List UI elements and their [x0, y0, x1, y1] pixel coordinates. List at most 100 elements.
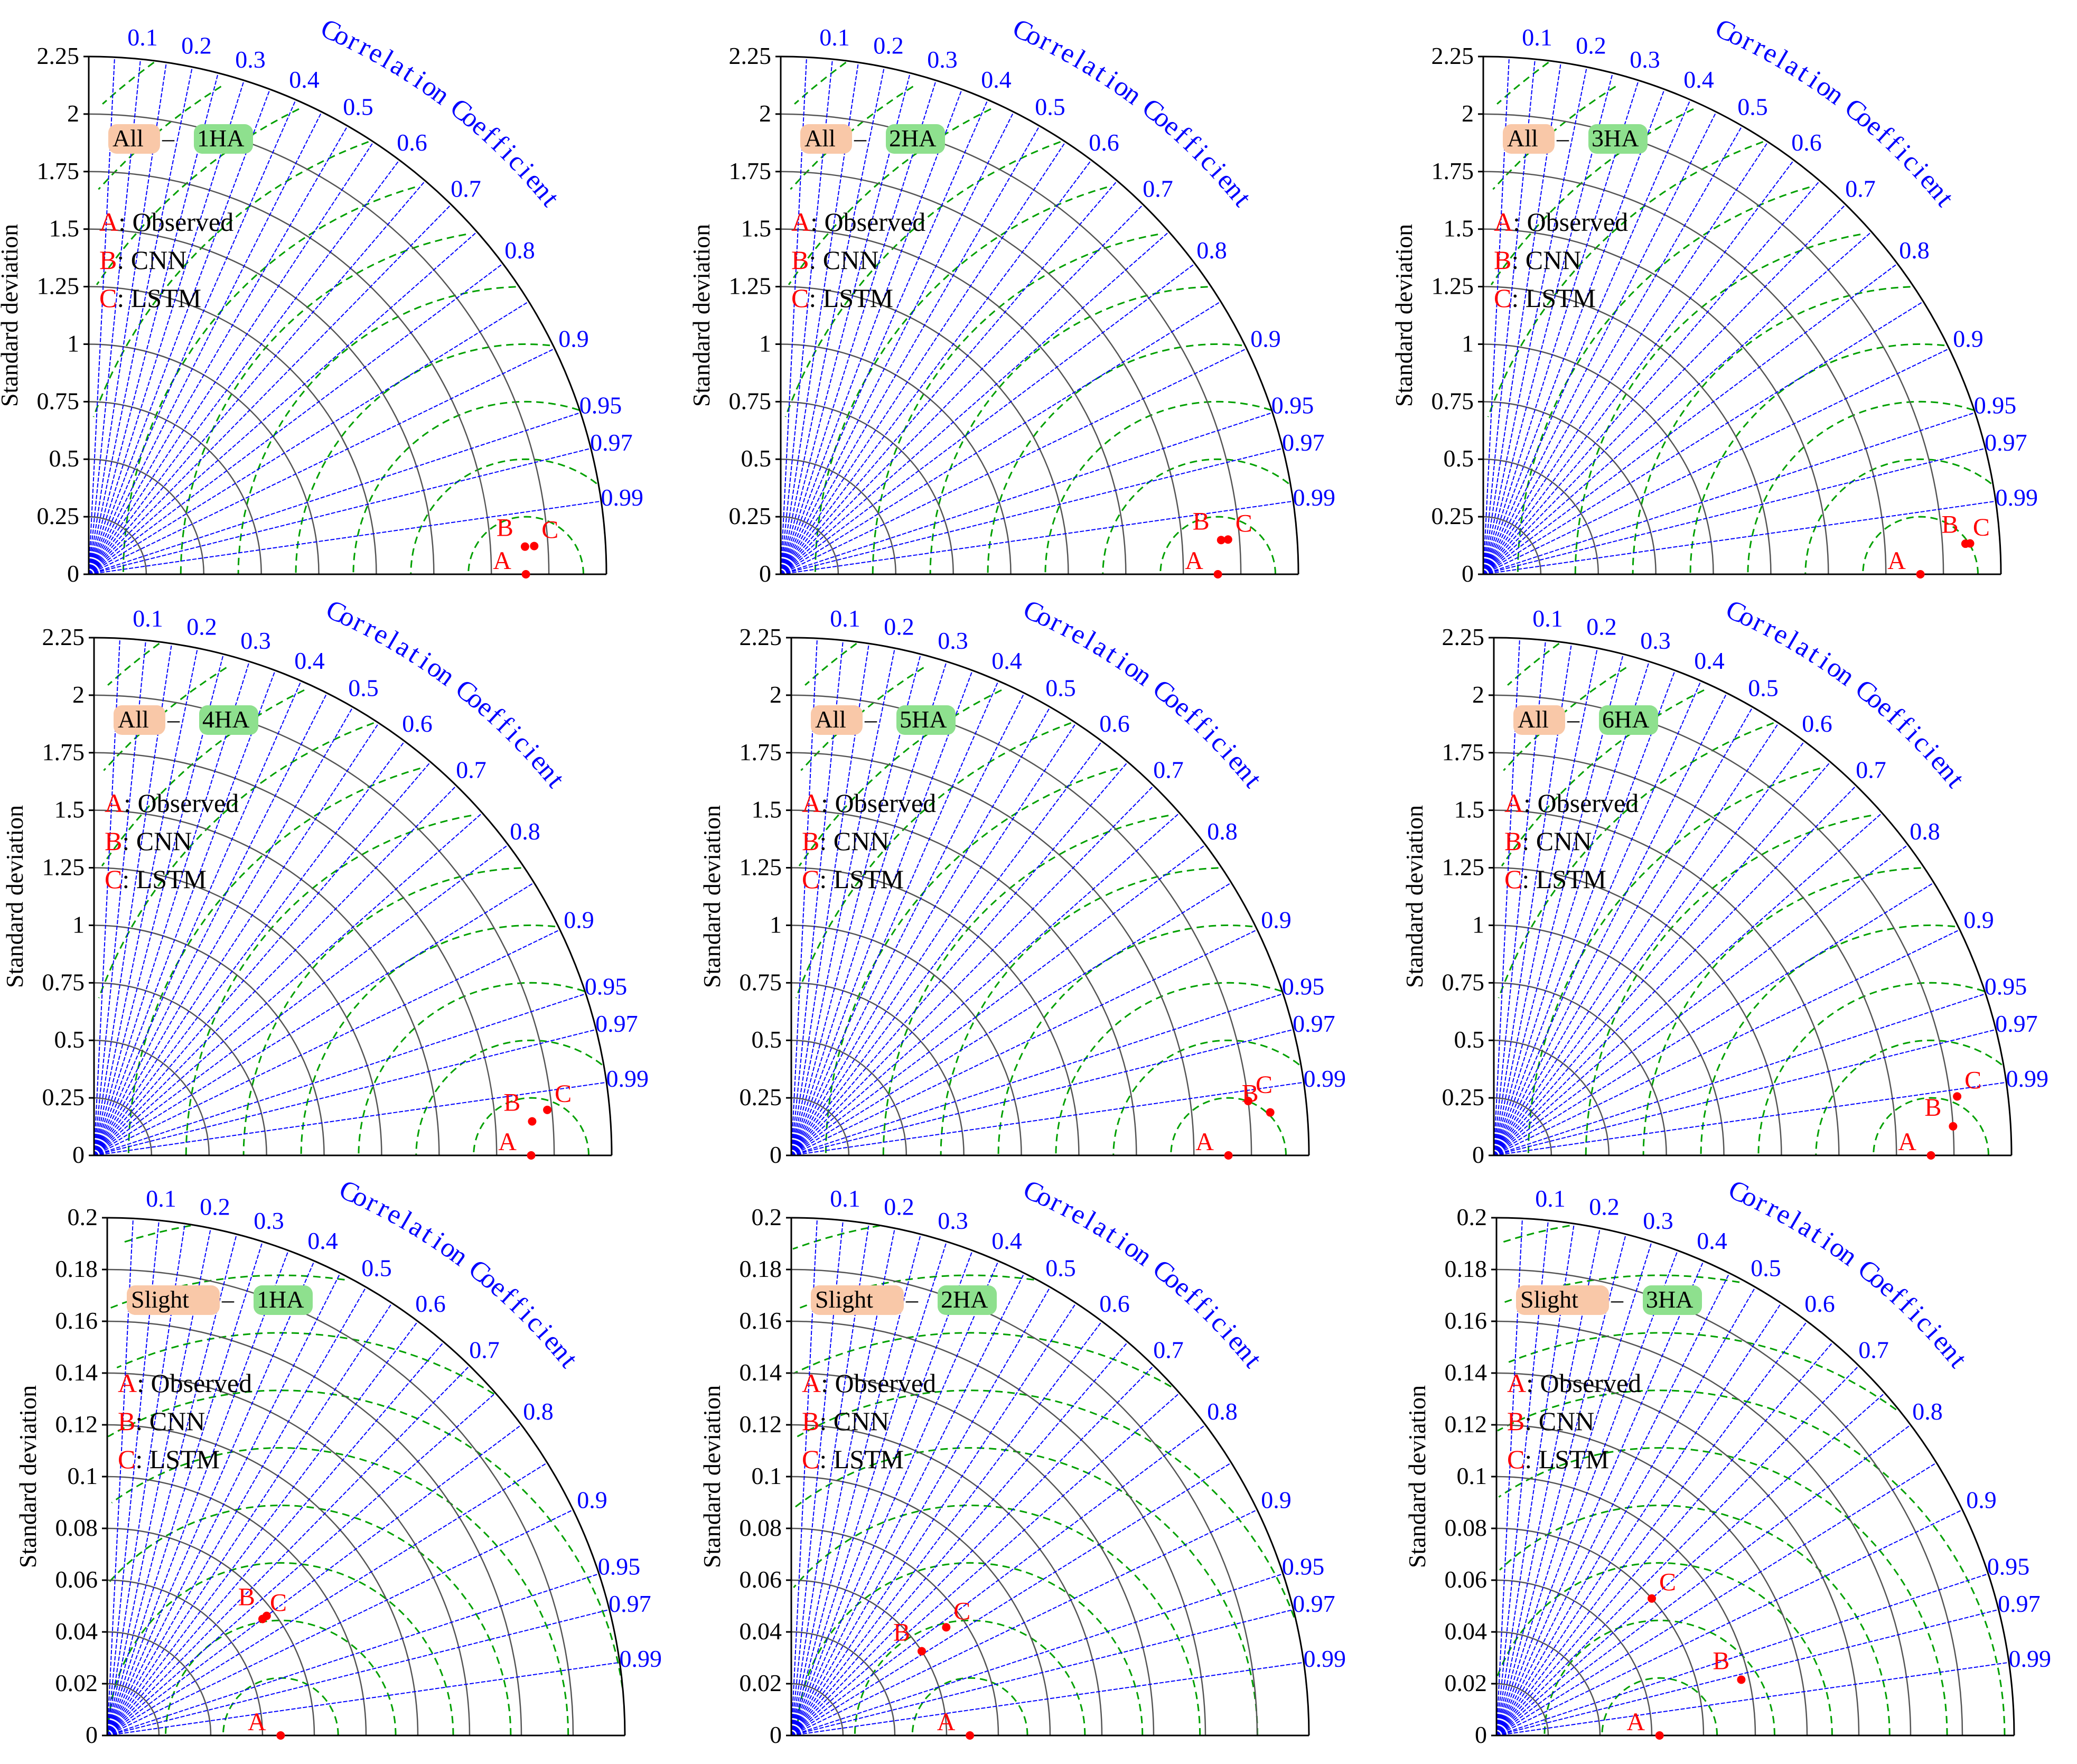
rms-arc: [120, 1225, 191, 1244]
corr-tick-label: 0.7: [1153, 1337, 1184, 1364]
corr-line: [93, 706, 353, 1156]
std-arc: [791, 982, 965, 1156]
rms-arc: [1492, 86, 1616, 190]
y-tick-label: 0: [770, 1141, 782, 1168]
corr-line: [88, 263, 503, 575]
corr-tick-label: 0.2: [884, 613, 914, 640]
corr-line: [780, 263, 1195, 575]
corr-tick-label: 0.5: [348, 675, 379, 702]
corr-line: [1493, 722, 1779, 1156]
rms-arc: [415, 1039, 603, 1156]
rms-arc: [107, 642, 160, 686]
rms-arc: [1700, 924, 1956, 1156]
corr-tick-label: 0.95: [1987, 1553, 2030, 1580]
corr-tick-label: 0.5: [361, 1255, 392, 1282]
point-label-A: A: [493, 547, 511, 575]
corr-tick-label: 0.7: [469, 1337, 500, 1364]
std-arc: [1493, 982, 1667, 1156]
y-tick-label: 1.75: [37, 157, 80, 184]
corr-tick-label: 0.9: [564, 906, 594, 933]
corr-tick-label: 0.97: [1998, 1590, 2041, 1617]
rms-arc: [98, 86, 222, 190]
outer-arc: [1483, 55, 2002, 575]
y-tick-label: 1.25: [729, 273, 772, 300]
corr-tick-label: 0.1: [146, 1185, 176, 1212]
point-label-A: A: [1185, 547, 1203, 575]
corr-line: [1493, 670, 1676, 1156]
rms-arc: [111, 1447, 569, 1736]
corr-tick-label: 0.1: [1532, 605, 1563, 632]
corr-line: [1493, 693, 1727, 1156]
corr-tick-label: 0.4: [991, 1227, 1022, 1254]
std-arc: [1483, 401, 1657, 575]
rms-arc: [1498, 1447, 1948, 1736]
corr-line: [107, 1462, 548, 1736]
std-arc: [791, 867, 1080, 1156]
corr-tick-label: 0.97: [595, 1010, 638, 1037]
legend-item: C: LSTM: [118, 1444, 220, 1474]
taylor-panel-9: 0 0.02 0.04 0.06 0.08 0.1 0.12 0.14 0.16 0.18 0.2 S…: [1404, 1174, 2051, 1748]
legend-item: C: LSTM: [802, 1444, 904, 1474]
corr-line: [780, 500, 1294, 575]
outer-arc: [88, 55, 607, 575]
point-A: [1224, 1151, 1233, 1160]
corr-line: [93, 680, 302, 1156]
y-tick-label: 2: [1472, 681, 1484, 708]
corr-tick-label: 0.7: [1143, 175, 1173, 202]
y-tick-label: 1: [1462, 330, 1474, 357]
corr-line: [1493, 706, 1753, 1156]
corr-line: [791, 741, 1102, 1156]
corr-line: [780, 125, 1040, 575]
taylor-panel-5: 0 0.25 0.5 0.75 1 1.25 1.5 1.75 2 2.25 Standard de…: [698, 594, 1346, 1168]
corr-line: [791, 1234, 921, 1736]
corr-line: [1483, 180, 1820, 575]
rms-arc: [107, 1389, 623, 1688]
point-A: [1916, 570, 1925, 578]
legend-item: B: CNN: [99, 245, 186, 275]
tag-right-bg: [1588, 124, 1648, 154]
corr-line: [93, 929, 560, 1156]
std-arc: [1496, 1527, 1705, 1736]
std-arc: [791, 1097, 850, 1156]
tag-left: All: [1518, 706, 1549, 733]
std-arc: [780, 286, 1069, 575]
corr-line: [1496, 1509, 1963, 1736]
rms-arc: [1503, 667, 1627, 771]
std-arc: [791, 1039, 907, 1156]
std-arcs: [107, 1268, 574, 1736]
corr-tick-label: 0.1: [830, 1185, 860, 1212]
std-arc: [1493, 809, 1840, 1156]
std-arc: [1496, 1320, 1912, 1736]
corr-line: [1493, 680, 1701, 1156]
y-tick-label: 1: [72, 911, 85, 938]
y-tick-label: 0.06: [740, 1566, 782, 1593]
legend-item: B: CNN: [802, 826, 889, 856]
corr-line: [1493, 661, 1650, 1156]
std-arc: [1483, 458, 1599, 575]
corr-line: [1496, 1609, 1999, 1736]
legend-item: A: Observed: [105, 788, 239, 818]
tag-separator: –: [221, 1286, 235, 1313]
panel-tag: All – 6HA: [1513, 705, 1658, 735]
legend: A: Observed B: CNN C: LSTM: [802, 788, 936, 894]
corr-line: [791, 813, 1180, 1156]
rms-arc: [1642, 867, 1921, 1156]
corr-line: [780, 180, 1118, 575]
corr-line: [780, 348, 1247, 575]
corr-line: [1493, 882, 1934, 1156]
outer-arc: [791, 1217, 1310, 1736]
y-tick-label: 0.75: [1442, 968, 1485, 995]
corr-tick-label: 0.99: [601, 484, 644, 511]
corr-line: [1493, 929, 1960, 1156]
rms-arc: [92, 141, 369, 417]
corr-line: [93, 741, 405, 1156]
y-tick-label: 0.5: [752, 1026, 782, 1053]
corr-tick-label: 0.95: [1985, 973, 2027, 1000]
std-arcs: [791, 1268, 1258, 1736]
corr-line: [107, 1662, 620, 1736]
tag-separator: –: [167, 706, 180, 733]
corr-tick-label: 0.5: [1035, 94, 1065, 120]
tag-left-bg: [1503, 124, 1555, 154]
point-label-B: B: [497, 514, 513, 542]
